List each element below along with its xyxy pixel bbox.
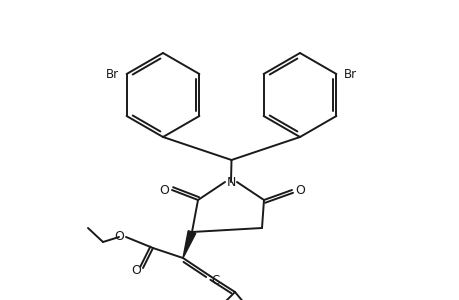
- Text: Br: Br: [343, 68, 356, 80]
- Text: O: O: [131, 263, 140, 277]
- Text: N: N: [226, 176, 235, 188]
- Text: Br: Br: [106, 68, 119, 80]
- Text: O: O: [159, 184, 168, 196]
- Text: C: C: [212, 274, 220, 287]
- Text: O: O: [294, 184, 304, 196]
- Polygon shape: [183, 231, 196, 258]
- Text: O: O: [114, 230, 123, 244]
